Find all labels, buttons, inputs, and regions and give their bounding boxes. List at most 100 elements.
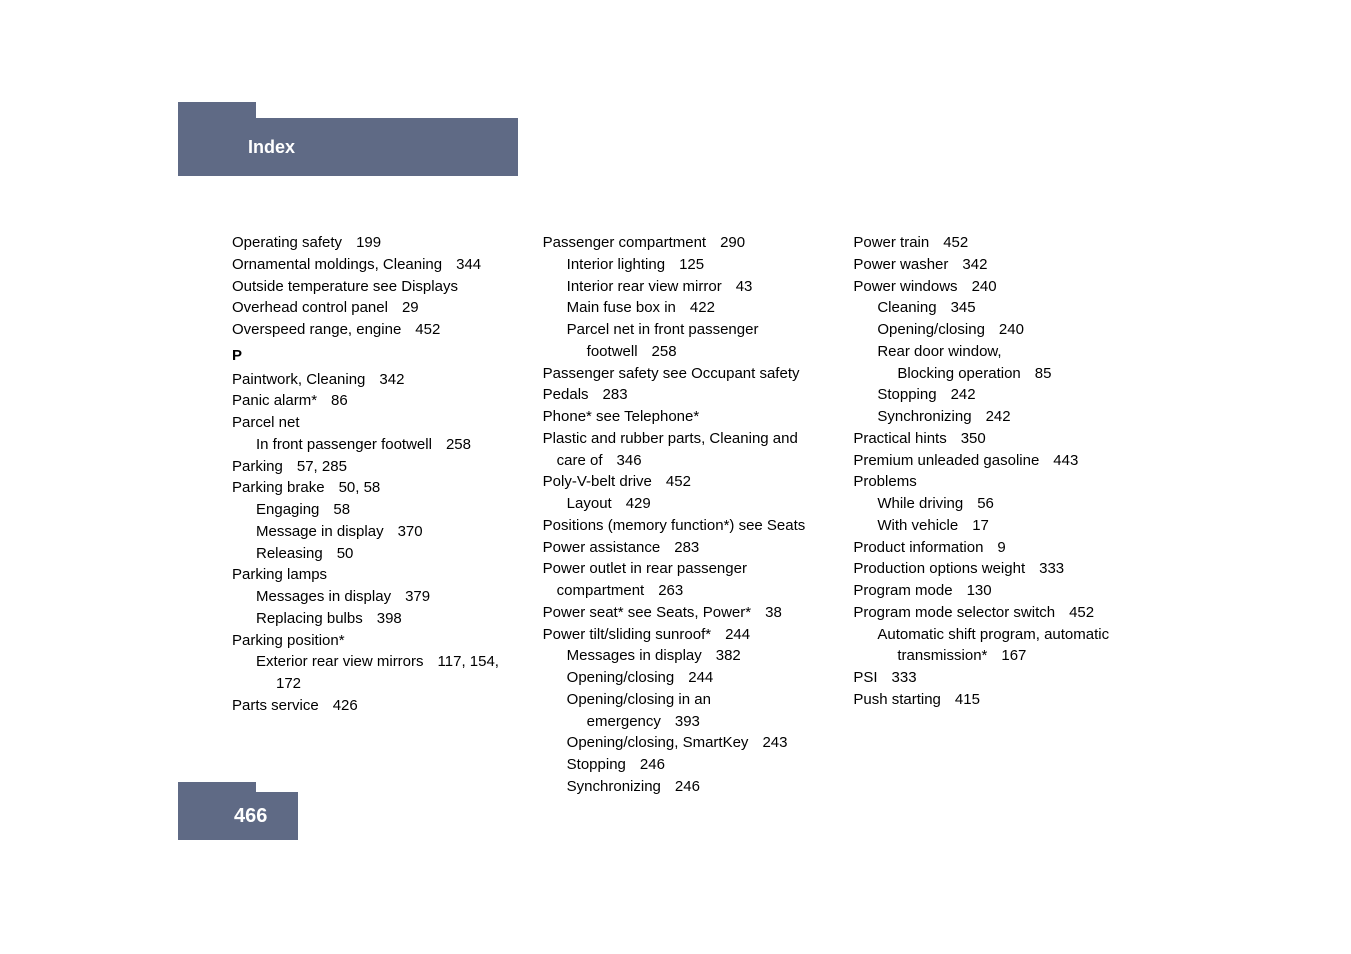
index-entry-text: Product information xyxy=(853,539,983,556)
index-entry-page: 452 xyxy=(415,321,440,338)
index-entry-text: Message in display xyxy=(256,523,384,540)
index-entry-page: 199 xyxy=(356,234,381,251)
index-entry: Messages in display379 xyxy=(232,586,511,608)
index-entry: Stopping246 xyxy=(543,754,822,776)
index-entry-page: 258 xyxy=(652,343,677,360)
index-entry: Parcel net xyxy=(232,412,511,434)
index-entry-text: Opening/closing xyxy=(877,321,985,338)
index-entry-text: Ornamental moldings, Cleaning xyxy=(232,256,442,273)
index-entry-page: 50 xyxy=(337,545,354,562)
index-entry-page: 344 xyxy=(456,256,481,273)
index-entry: Releasing50 xyxy=(232,543,511,565)
index-entry-page: 333 xyxy=(1039,560,1064,577)
index-entry-text: With vehicle xyxy=(877,517,958,534)
page-number-box: 466 xyxy=(178,792,298,840)
index-entry-page: 452 xyxy=(943,234,968,251)
index-entry: Operating safety199 xyxy=(232,232,511,254)
index-entry-text: Paintwork, Cleaning xyxy=(232,371,365,388)
index-entry-text: Pedals xyxy=(543,386,589,403)
index-entry-text: Production options weight xyxy=(853,560,1025,577)
index-entry-page: 422 xyxy=(690,299,715,316)
index-entry: In front passenger footwell258 xyxy=(232,434,511,456)
index-entry: Positions (memory function*) see Seats xyxy=(543,515,822,537)
index-entry-page: 382 xyxy=(716,647,741,664)
index-entry-page: 56 xyxy=(977,495,994,512)
index-entry-page: 167 xyxy=(1001,647,1026,664)
index-entry: Opening/closing244 xyxy=(543,667,822,689)
index-entry: Cleaning 345 xyxy=(853,297,1132,319)
index-entry-page: 29 xyxy=(402,299,419,316)
index-entry-text: Main fuse box in xyxy=(567,299,676,316)
index-entry: Parcel net in front passenger xyxy=(543,319,822,341)
index-entry-text: While driving xyxy=(877,495,963,512)
index-entry: Stopping 242 xyxy=(853,384,1132,406)
index-entry-text: Interior rear view mirror xyxy=(567,278,722,295)
index-entry: Message in display370 xyxy=(232,521,511,543)
index-entry: Passenger safety see Occupant safety xyxy=(543,363,822,385)
index-entry-page: 246 xyxy=(675,778,700,795)
index-entry-text: Synchronizing xyxy=(877,408,971,425)
index-entry: Product information9 xyxy=(853,537,1132,559)
index-entry-page: 17 xyxy=(972,517,989,534)
index-entry-text: Practical hints xyxy=(853,430,946,447)
index-entry-text: Stopping xyxy=(877,386,936,403)
index-entry-page: 452 xyxy=(1069,604,1094,621)
index-entry: Synchronizing246 xyxy=(543,776,822,798)
index-entry-page: 38 xyxy=(765,604,782,621)
index-entry-page: 342 xyxy=(379,371,404,388)
index-entry-text: Exterior rear view mirrors xyxy=(256,653,424,670)
index-entry-text: Power tilt/sliding sunroof* xyxy=(543,626,711,643)
index-entry-text: Messages in display xyxy=(567,647,702,664)
index-entry-text: Overhead control panel xyxy=(232,299,388,316)
index-entry-page: 117, 154, xyxy=(438,653,499,670)
index-entry-page: 246 xyxy=(640,756,665,773)
index-entry-page: 379 xyxy=(405,588,430,605)
index-entry: Layout429 xyxy=(543,493,822,515)
index-entry: Power seat* see Seats, Power* 38 xyxy=(543,602,822,624)
index-entry: Automatic shift program, automatic xyxy=(853,624,1132,646)
index-entry: Power assistance283 xyxy=(543,537,822,559)
index-entry-page: 283 xyxy=(674,539,699,556)
index-entry-text: PSI xyxy=(853,669,877,686)
index-entry: 172 xyxy=(232,673,511,695)
index-entry: Panic alarm*86 xyxy=(232,390,511,412)
index-entry-text: footwell xyxy=(587,343,638,360)
index-entry: With vehicle 17 xyxy=(853,515,1132,537)
index-entry-page: 85 xyxy=(1035,365,1052,382)
index-entry: Messages in display 382 xyxy=(543,645,822,667)
index-entry: Main fuse box in 422 xyxy=(543,297,822,319)
index-entry: Paintwork, Cleaning 342 xyxy=(232,369,511,391)
index-entry-text: Replacing bulbs xyxy=(256,610,363,627)
index-entry-text: Power seat* see Seats, Power* xyxy=(543,604,751,621)
page-number-accent xyxy=(178,782,256,792)
index-entry: Passenger compartment290 xyxy=(543,232,822,254)
index-entry: Blocking operation 85 xyxy=(853,363,1132,385)
index-entry: Poly-V-belt drive452 xyxy=(543,471,822,493)
index-entry-page: 345 xyxy=(951,299,976,316)
index-entry-page: 242 xyxy=(951,386,976,403)
index-entry: Parking brake50, 58 xyxy=(232,477,511,499)
index-entry-page: 333 xyxy=(892,669,917,686)
index-entry-page: 57, 285 xyxy=(297,458,347,475)
index-entry-text: Power windows xyxy=(853,278,957,295)
index-entry: compartment263 xyxy=(543,580,822,602)
index-entry-page: 393 xyxy=(675,713,700,730)
index-entry-text: Overspeed range, engine xyxy=(232,321,401,338)
index-entry: Interior rear view mirror43 xyxy=(543,276,822,298)
index-entry: Opening/closing, SmartKey243 xyxy=(543,732,822,754)
index-entry-text: Push starting xyxy=(853,691,941,708)
index-entry-text: transmission* xyxy=(897,647,987,664)
index-entry: care of346 xyxy=(543,450,822,472)
index-entry-text: Blocking operation xyxy=(897,365,1020,382)
index-entry: Opening/closing240 xyxy=(853,319,1132,341)
index-entry: Power outlet in rear passenger xyxy=(543,558,822,580)
index-entry: Synchronizing242 xyxy=(853,406,1132,428)
index-entry-page: 50, 58 xyxy=(339,479,381,496)
index-entry-page: 263 xyxy=(658,582,683,599)
index-entry: Parking lamps xyxy=(232,564,511,586)
index-entry-page: 130 xyxy=(967,582,992,599)
index-entry-text: Power train xyxy=(853,234,929,251)
index-entry-page: 429 xyxy=(626,495,651,512)
index-entry-text: Panic alarm* xyxy=(232,392,317,409)
index-entry-text: Cleaning xyxy=(877,299,936,316)
